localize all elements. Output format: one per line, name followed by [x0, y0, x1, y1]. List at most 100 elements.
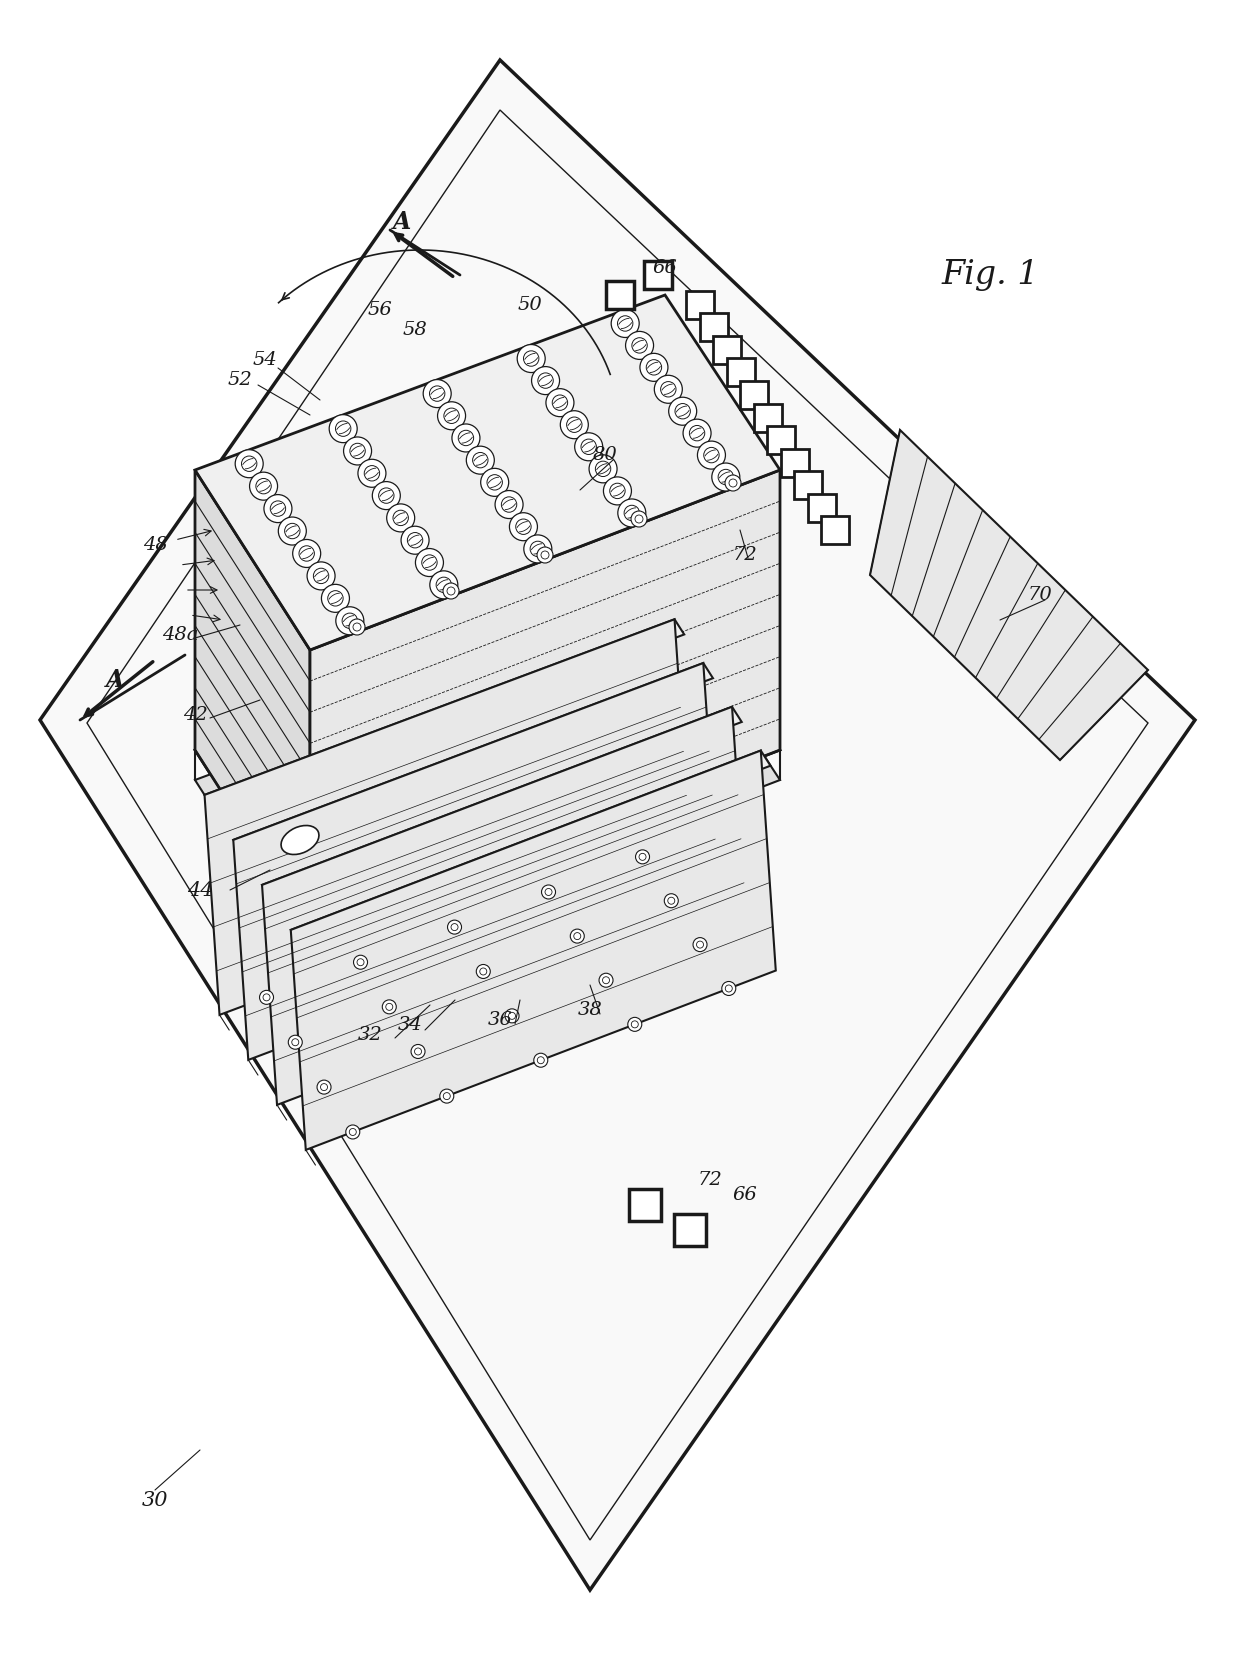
Circle shape [675, 404, 691, 419]
Bar [686, 292, 714, 318]
Circle shape [618, 315, 632, 332]
Circle shape [350, 1128, 356, 1135]
Text: 38: 38 [578, 1001, 603, 1019]
Circle shape [353, 955, 367, 969]
Polygon shape [195, 575, 780, 930]
Polygon shape [205, 620, 684, 810]
Polygon shape [290, 751, 776, 1150]
Circle shape [646, 360, 662, 375]
Circle shape [443, 583, 459, 598]
Circle shape [635, 515, 644, 523]
Text: 36: 36 [487, 1011, 512, 1029]
Circle shape [476, 964, 490, 979]
Text: 48: 48 [143, 536, 167, 555]
Bar [780, 449, 808, 476]
Circle shape [343, 437, 372, 464]
Circle shape [704, 447, 719, 463]
Circle shape [697, 441, 725, 469]
Bar [807, 493, 836, 521]
Circle shape [532, 367, 559, 394]
Circle shape [510, 513, 537, 541]
Polygon shape [870, 431, 1148, 759]
Circle shape [481, 468, 508, 496]
Circle shape [603, 977, 610, 984]
Circle shape [538, 372, 553, 389]
Circle shape [459, 431, 474, 446]
Bar [794, 471, 822, 499]
Circle shape [249, 473, 278, 499]
Text: A: A [105, 669, 124, 692]
Circle shape [665, 893, 678, 908]
Circle shape [401, 526, 429, 555]
Circle shape [718, 469, 734, 484]
Circle shape [422, 555, 438, 570]
Text: 54: 54 [253, 350, 278, 369]
Circle shape [552, 396, 568, 411]
Circle shape [308, 561, 335, 590]
Circle shape [636, 850, 650, 863]
Text: 50: 50 [517, 297, 542, 313]
Circle shape [288, 1036, 303, 1049]
Text: 80: 80 [593, 446, 618, 464]
Text: 44: 44 [187, 880, 213, 900]
Circle shape [293, 540, 321, 568]
Circle shape [668, 397, 697, 426]
Circle shape [627, 1017, 642, 1031]
Circle shape [618, 499, 646, 526]
Circle shape [329, 414, 357, 442]
Text: 48a: 48a [161, 627, 198, 644]
Circle shape [725, 985, 733, 992]
Circle shape [317, 1079, 331, 1094]
Circle shape [264, 494, 291, 523]
Circle shape [438, 402, 465, 429]
Circle shape [278, 516, 306, 545]
Circle shape [393, 510, 408, 526]
Circle shape [387, 504, 414, 531]
Circle shape [350, 442, 366, 459]
Circle shape [722, 982, 735, 996]
Circle shape [321, 585, 350, 612]
Polygon shape [290, 751, 770, 945]
Circle shape [541, 551, 549, 560]
Circle shape [448, 920, 461, 934]
Bar [629, 1188, 661, 1222]
Circle shape [523, 535, 552, 563]
Circle shape [729, 479, 737, 488]
Circle shape [631, 1021, 639, 1027]
Circle shape [537, 1058, 544, 1064]
Text: 58: 58 [403, 322, 428, 339]
Circle shape [655, 375, 682, 404]
Bar [768, 426, 795, 454]
Circle shape [517, 345, 546, 372]
Circle shape [414, 1048, 422, 1054]
Circle shape [353, 623, 361, 630]
Circle shape [446, 587, 455, 595]
Bar [699, 313, 728, 342]
Circle shape [466, 446, 495, 474]
Circle shape [501, 496, 517, 513]
Circle shape [631, 511, 647, 526]
Circle shape [436, 577, 451, 593]
Polygon shape [262, 707, 746, 1104]
Circle shape [327, 590, 343, 607]
Text: 32: 32 [357, 1026, 382, 1044]
Circle shape [505, 1009, 520, 1022]
Circle shape [451, 424, 480, 453]
Circle shape [336, 421, 351, 436]
Circle shape [537, 546, 553, 563]
Circle shape [560, 411, 588, 439]
Circle shape [451, 923, 458, 930]
Circle shape [320, 1084, 327, 1091]
Circle shape [639, 853, 646, 860]
Circle shape [291, 1039, 299, 1046]
Circle shape [725, 474, 742, 491]
Circle shape [263, 994, 270, 1001]
Circle shape [444, 407, 459, 424]
Polygon shape [87, 111, 1148, 1540]
Circle shape [408, 533, 423, 548]
Circle shape [358, 459, 386, 488]
Circle shape [285, 523, 300, 538]
Circle shape [546, 389, 574, 417]
Polygon shape [233, 664, 713, 855]
Polygon shape [205, 620, 689, 1016]
